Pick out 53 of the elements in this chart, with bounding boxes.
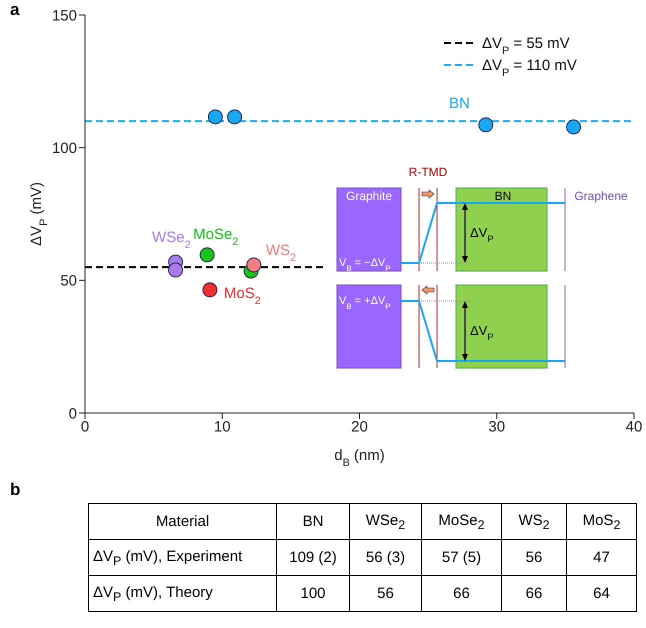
x-tick-label: 40: [626, 418, 642, 436]
x-tick-label: 0: [80, 418, 90, 436]
annotation: ΔV$_{P}$: [470, 323, 494, 342]
point: [208, 109, 223, 124]
annotation: Graphite: [346, 189, 392, 203]
series-label: MoSe$_{2}$: [193, 226, 238, 248]
text: 64: [566, 576, 636, 612]
text: MoS$_{2}$: [566, 504, 636, 540]
x-tick-label: 10: [214, 418, 231, 436]
text: 66: [502, 576, 566, 612]
x-axis-title: d$_{B}$ (nm): [334, 447, 385, 469]
text: BN: [276, 504, 350, 540]
point: [227, 109, 242, 124]
annotation: R-TMD: [408, 165, 448, 179]
series-label: WS$_{2}$: [266, 242, 296, 264]
text: WS$_{2}$: [502, 504, 566, 540]
text: 56: [350, 576, 422, 612]
text: b: [10, 480, 20, 500]
annotation: V$_{B}$ = +ΔV$_{P}$: [339, 295, 391, 310]
chart-title: a: [10, 0, 20, 20]
text: MoSe$_{2}$: [422, 504, 502, 540]
point: [566, 120, 582, 134]
annotation: BN: [494, 189, 512, 203]
series-label: BN: [448, 94, 470, 112]
annotation: Graphene: [574, 189, 628, 203]
text: 47: [566, 540, 636, 576]
text: 56 (3): [350, 540, 422, 576]
x-tick-label: 20: [351, 418, 368, 436]
point: [246, 257, 262, 272]
point: [200, 247, 215, 262]
text: 109 (2): [276, 540, 350, 576]
text: Material: [88, 504, 276, 540]
point: [202, 282, 218, 298]
text: 66: [422, 576, 502, 612]
y-tick-label: 100: [52, 140, 77, 157]
y-tick-label: 0: [68, 405, 77, 422]
text: 57 (5): [422, 540, 502, 576]
series-label: MoS$_{2}$: [224, 284, 261, 307]
legend-label: ΔV$_{P}$ = 110 mV: [482, 57, 577, 79]
point: [168, 262, 184, 278]
text: ΔV$_{P}$ (mV), Theory: [88, 576, 276, 612]
text: 56: [502, 540, 566, 576]
text: WSe$_{2}$: [350, 504, 422, 540]
y-tick-label: 150: [52, 7, 77, 24]
x-tick-label: 30: [488, 418, 506, 436]
y-tick-label: 50: [60, 272, 77, 290]
annotation: V$_{B}$ = −ΔV$_{P}$: [339, 257, 391, 272]
annotation: ΔV$_{P}$: [470, 225, 494, 244]
series-label: WSe$_{2}$: [152, 229, 191, 252]
text: ΔV$_{P}$ (mV), Experiment: [88, 540, 276, 576]
legend-label: ΔV$_{P}$ = 55 mV: [482, 35, 570, 57]
point: [478, 117, 494, 132]
text: 100: [276, 576, 350, 612]
